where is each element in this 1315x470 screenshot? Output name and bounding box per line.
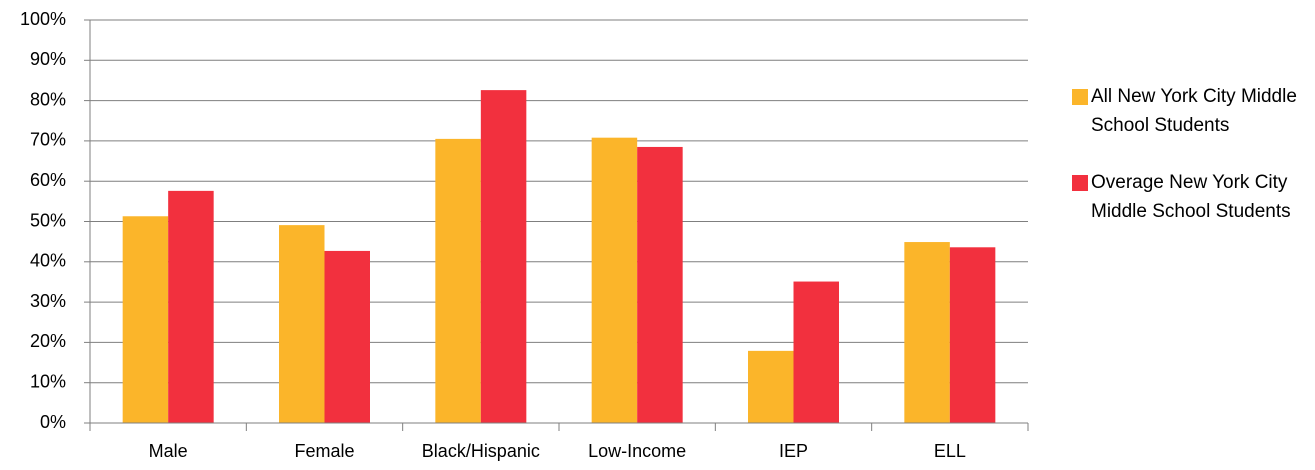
y-tick-label: 60% [30, 170, 66, 190]
y-tick-label: 80% [30, 89, 66, 109]
bar [168, 190, 214, 423]
y-tick-label: 20% [30, 331, 66, 351]
x-tick-label: Male [149, 441, 188, 461]
bar [279, 225, 325, 423]
y-tick-label: 100% [20, 9, 66, 29]
y-tick-label: 90% [30, 49, 66, 69]
bar [435, 138, 481, 423]
legend: All New York City Middle School Students… [1072, 82, 1312, 254]
x-tick-label: Black/Hispanic [422, 441, 540, 461]
y-tick-label: 30% [30, 291, 66, 311]
x-tick-label: Low-Income [588, 441, 686, 461]
bar [324, 250, 370, 423]
x-tick-label: Female [294, 441, 354, 461]
bar [949, 247, 996, 423]
bar [591, 137, 638, 423]
bar [904, 242, 950, 423]
legend-entry: Overage New York City Middle School Stud… [1072, 168, 1312, 226]
legend-label: Overage New York City Middle School Stud… [1091, 172, 1291, 222]
legend-entry: All New York City Middle School Students [1072, 82, 1312, 140]
y-tick-label: 40% [30, 251, 66, 271]
y-tick-label: 70% [30, 130, 66, 150]
legend-label: All New York City Middle School Students [1091, 86, 1297, 136]
y-tick-label: 50% [30, 210, 66, 230]
bar [480, 90, 527, 423]
y-tick-label: 10% [30, 371, 66, 391]
x-tick-label: ELL [934, 441, 966, 461]
legend-swatch [1072, 175, 1088, 191]
bar [748, 350, 794, 423]
legend-swatch [1072, 89, 1088, 105]
bar [793, 281, 839, 423]
y-tick-label: 0% [40, 412, 66, 432]
bar [122, 216, 169, 423]
x-tick-label: IEP [779, 441, 808, 461]
bar [637, 146, 683, 423]
